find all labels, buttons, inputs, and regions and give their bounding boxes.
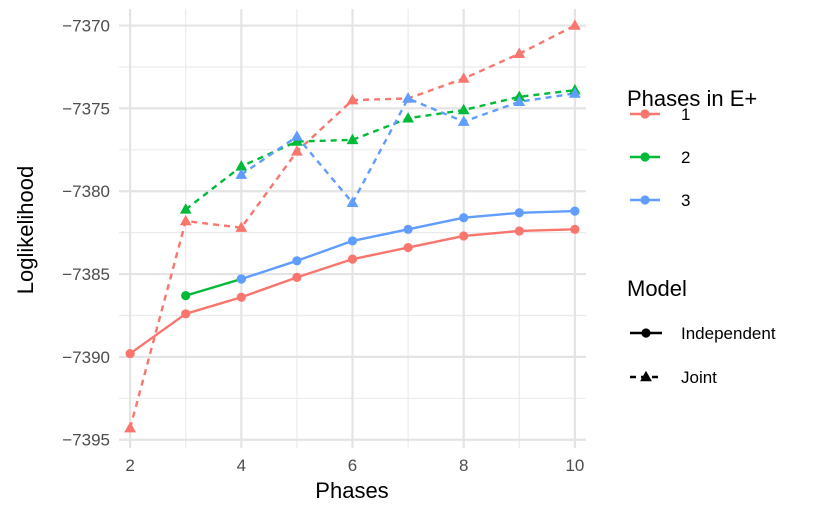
legend-key-point (640, 109, 650, 119)
legend-entry-label: Joint (681, 368, 717, 387)
data-point-circle (292, 272, 302, 282)
legend-entry-label: 3 (681, 191, 690, 210)
data-point-triangle (235, 168, 248, 179)
legend-entry-label: Independent (681, 324, 776, 343)
x-axis-tick-labels: 2 4 6 8 10 (125, 456, 584, 475)
data-point-circle (347, 254, 358, 264)
data-point-triangle (402, 92, 414, 103)
data-point-triangle (235, 160, 248, 171)
data-point-circle (236, 292, 246, 302)
x-tick-label: 2 (125, 456, 134, 475)
data-point-triangle (291, 145, 303, 156)
data-point-triangle (291, 130, 303, 141)
legend-key-circle (641, 328, 651, 338)
data-point-triangle (346, 93, 359, 105)
legend-entry-label: 2 (681, 148, 690, 167)
y-tick-label: −7385 (62, 265, 110, 284)
x-tick-label: 10 (565, 456, 584, 475)
series-line-2-joint (184, 88, 576, 211)
y-tick-label: −7375 (62, 99, 110, 118)
data-point-circle (403, 224, 413, 234)
data-point-circle (570, 206, 580, 216)
legend-model-title: Model (627, 276, 687, 301)
data-point-triangle (457, 103, 470, 115)
data-point-circle (236, 274, 246, 284)
legend-key-point (640, 195, 650, 205)
legend-phases-title: Phases in E+ (627, 86, 757, 111)
series-points (124, 19, 581, 433)
y-tick-label: −7380 (62, 182, 110, 201)
data-point-triangle (402, 112, 414, 123)
data-point-circle (125, 348, 135, 359)
data-point-circle (459, 231, 469, 241)
x-tick-label: 8 (459, 456, 468, 475)
legend-key-point (640, 152, 650, 162)
data-point-circle (347, 236, 358, 246)
y-axis-tick-labels: −7395 −7390 −7385 −7380 −7375 −7370 (62, 17, 110, 450)
y-tick-label: −7370 (62, 17, 110, 36)
data-point-triangle (124, 421, 137, 433)
y-tick-label: −7390 (62, 348, 110, 367)
data-point-circle (403, 242, 413, 253)
data-point-circle (459, 213, 469, 223)
legend-entry-label: 1 (681, 105, 690, 124)
data-point-triangle (179, 214, 192, 226)
y-axis-title: Loglikelihood (13, 166, 38, 294)
legend-phases: Phases in E+ 1 2 3 (627, 86, 757, 210)
data-point-triangle (513, 47, 526, 58)
data-point-circle (514, 208, 524, 218)
data-point-triangle (235, 221, 248, 232)
legend-key-triangle (640, 370, 652, 382)
data-point-triangle (346, 133, 359, 145)
x-tick-label: 6 (348, 456, 357, 475)
y-tick-label: −7395 (62, 431, 110, 450)
data-point-triangle (568, 87, 581, 98)
data-point-triangle (513, 95, 526, 106)
data-point-circle (181, 309, 191, 319)
data-point-circle (292, 256, 302, 266)
data-point-triangle (457, 72, 470, 83)
series-line-2-independent (185, 277, 242, 297)
x-axis-title: Phases (315, 478, 388, 503)
x-tick-label: 4 (237, 456, 246, 475)
data-point-circle (514, 226, 524, 236)
data-point-triangle (457, 115, 470, 126)
data-point-triangle (568, 19, 581, 30)
data-point-circle (570, 224, 580, 234)
data-point-triangle (179, 203, 192, 214)
data-point-circle (181, 290, 191, 301)
legend-model: Model Independent Joint (627, 276, 776, 387)
data-point-triangle (346, 196, 359, 208)
